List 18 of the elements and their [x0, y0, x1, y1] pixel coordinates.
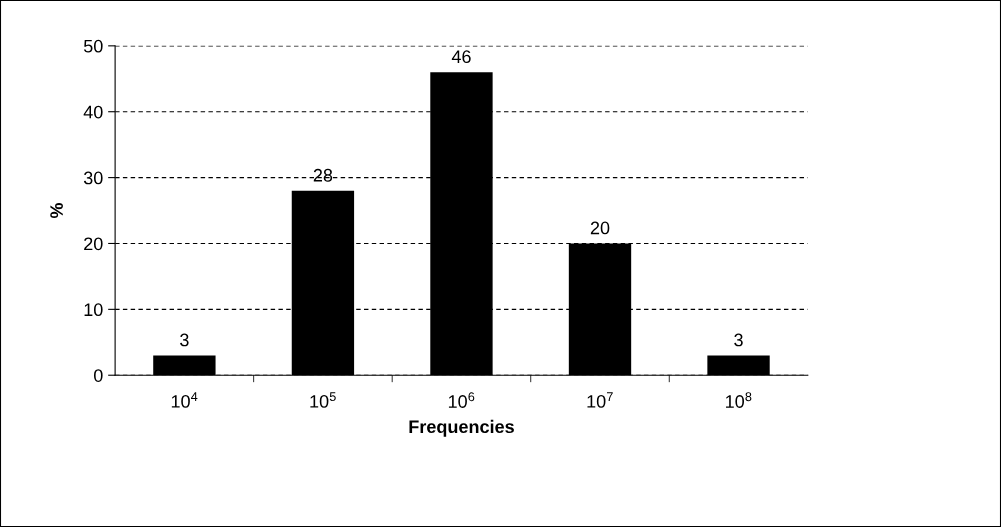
data-label: 28	[313, 168, 333, 182]
y-tick-label: 40	[83, 105, 103, 119]
y-tick-label: 20	[84, 237, 103, 251]
x-tick-label: 10$^{6}$	[448, 392, 475, 408]
y-tick-label: 50	[83, 39, 103, 53]
x-axis-title: Frequencies	[409, 419, 514, 437]
data-label: 46	[451, 50, 471, 64]
x-tick-label: 10$^{8}$	[726, 392, 752, 408]
x-tick-label: 10$^{5}$	[310, 392, 336, 408]
y-tick-label: 0	[93, 369, 103, 382]
data-label: 3	[734, 333, 743, 347]
y-axis-title: %	[50, 202, 63, 219]
data-label: 3	[180, 333, 189, 347]
data-label: 20	[590, 221, 610, 235]
x-tick-label: 10$^{7}$	[587, 392, 613, 408]
y-tick-label: 10	[84, 303, 103, 317]
x-tick-label: 10$^{4}$	[171, 392, 198, 408]
y-tick-label: 30	[83, 171, 103, 185]
